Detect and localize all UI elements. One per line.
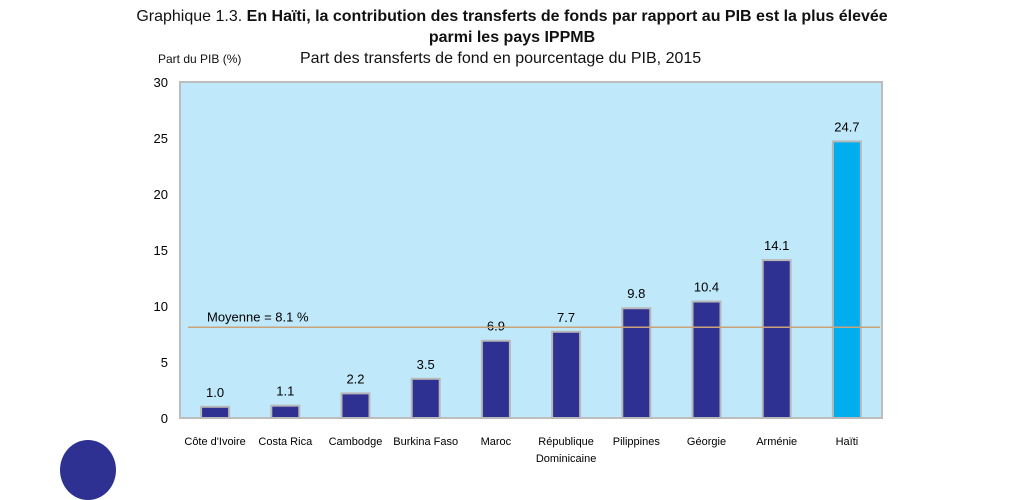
data-label: 9.8 [627, 286, 645, 301]
decorative-circle [60, 440, 116, 500]
bar [831, 140, 862, 420]
x-tick-label: Pilippines [613, 436, 661, 448]
bar [340, 392, 371, 419]
y-axis-label: Part du PIB (%) [158, 52, 242, 66]
y-tick-label: 0 [161, 411, 168, 426]
y-tick-label: 25 [154, 131, 168, 146]
data-label: 7.7 [557, 310, 575, 325]
figure-title-line2: parmi les pays IPPMB [428, 29, 596, 46]
y-tick-label: 30 [154, 75, 168, 90]
data-label: 14.1 [764, 238, 789, 253]
x-tick-label: République [538, 436, 594, 448]
mean-label: Moyenne = 8.1 % [207, 309, 309, 324]
bar [270, 404, 301, 419]
x-tick-label: Arménie [756, 436, 797, 448]
chart-title: Part des transferts de fond en pourcenta… [300, 50, 702, 67]
bar [691, 300, 722, 419]
x-tick-label: Burkina Faso [393, 436, 458, 448]
y-tick-label: 10 [154, 299, 168, 314]
y-tick-label: 20 [154, 187, 168, 202]
data-label: 1.0 [206, 385, 224, 400]
bar [410, 377, 441, 419]
bar [761, 259, 792, 419]
data-label: 6.9 [487, 319, 505, 334]
x-tick-label: Maroc [481, 436, 512, 448]
data-label: 24.7 [834, 119, 859, 134]
y-tick-label: 15 [154, 243, 168, 258]
x-tick-label: Géorgie [687, 436, 726, 448]
y-tick-label: 5 [161, 355, 168, 370]
bar [480, 339, 511, 419]
figure-title: Graphique 1.3. En Haïti, la contribution… [136, 8, 888, 25]
bar [621, 307, 652, 419]
x-tick-label: Costa Rica [258, 436, 313, 448]
data-label: 2.2 [346, 371, 364, 386]
bar [551, 330, 582, 420]
data-label: 1.1 [276, 384, 294, 399]
x-tick-label: Dominicaine [536, 453, 597, 465]
data-label: 10.4 [694, 280, 719, 295]
bar-chart: 0 5 10 15 20 25 30 1.0 Côte d'Ivoire 1.1 Costa Ric… [154, 75, 883, 465]
x-tick-label: Cambodge [329, 436, 383, 448]
x-tick-label: Haïti [836, 436, 859, 448]
data-label: 3.5 [417, 357, 435, 372]
x-tick-label: Côte d'Ivoire [184, 436, 245, 448]
bar [200, 405, 231, 419]
